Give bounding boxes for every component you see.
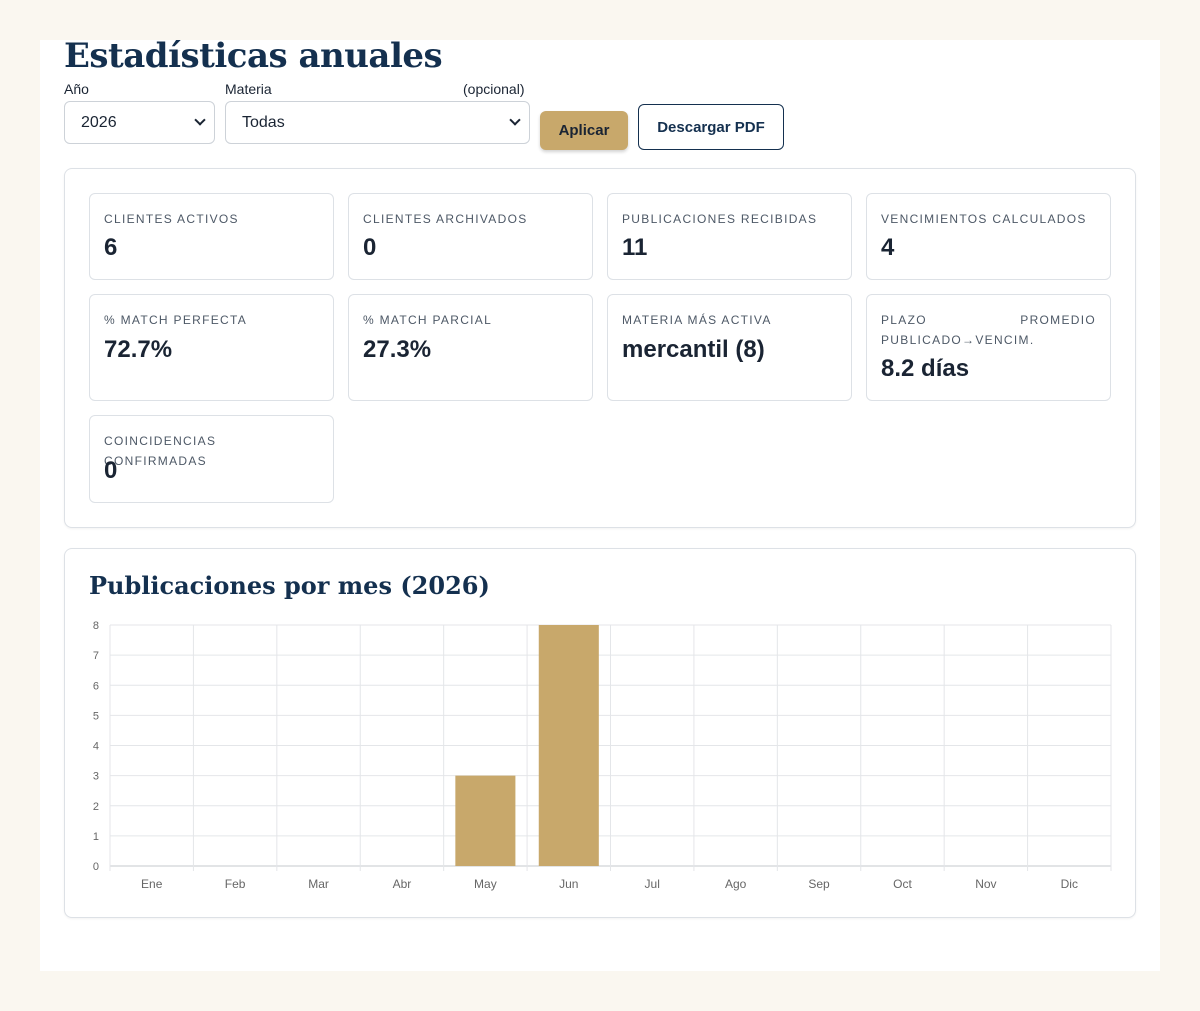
x-tick-label: Jun	[559, 877, 578, 891]
stat-label: VENCIMIENTOS CALCULADOS	[881, 212, 1087, 226]
stat-value: 0	[363, 234, 377, 261]
stat-value: mercantil (8)	[622, 336, 765, 363]
x-tick-label: Abr	[393, 877, 412, 891]
stat-value: 8.2 días	[881, 355, 970, 382]
subject-select-value: Todas	[242, 113, 285, 131]
stat-value: 11	[622, 234, 648, 261]
stat-value: 4	[881, 234, 895, 261]
x-tick-label: May	[474, 877, 497, 891]
stats-panel: CLIENTES ACTIVOS 6 CLIENTES ARCHIVADOS 0…	[64, 168, 1136, 528]
y-tick-label: 6	[93, 680, 99, 692]
x-tick-label: Sep	[808, 877, 830, 891]
stat-label: PUBLICACIONES RECIBIDAS	[622, 212, 818, 226]
stat-card-calculated-deadlines: VENCIMIENTOS CALCULADOS 4	[866, 193, 1111, 280]
stat-card-average-term: PLAZO PROMEDIO PUBLICADO→VENCIM. 8.2 día…	[866, 294, 1111, 401]
year-label: Año	[64, 81, 89, 97]
page-title: Estadísticas anuales	[64, 36, 443, 76]
publications-bar-chart: 0 1 2 3 4 5 6 7 8 Ene Feb Mar Abr May Jun Jul Ago Sep Oct N…	[93, 620, 1112, 891]
stat-card-received-publications: PUBLICACIONES RECIBIDAS 11	[607, 193, 852, 280]
chevron-down-icon	[194, 114, 206, 126]
stat-label: CLIENTES ACTIVOS	[104, 212, 239, 226]
stat-card-partial-match: % MATCH PARCIAL 27.3%	[348, 294, 593, 401]
y-tick-label: 5	[93, 710, 99, 722]
stat-card-archived-clients: CLIENTES ARCHIVADOS 0	[348, 193, 593, 280]
bar-jun	[538, 625, 599, 866]
chart-title: Publicaciones por mes (2026)	[89, 571, 490, 600]
stat-label: CLIENTES ARCHIVADOS	[363, 212, 528, 226]
y-tick-label: 8	[93, 620, 99, 632]
y-tick-label: 7	[93, 650, 99, 662]
stat-card-active-clients: CLIENTES ACTIVOS 6	[89, 193, 334, 280]
y-tick-label: 3	[93, 771, 99, 783]
statistics-page: Estadísticas anuales Año 2026 Materia (o…	[40, 36, 1160, 971]
chart-panel: Publicaciones por mes (2026) 0 1 2 3 4 5 6 7 8 En…	[64, 548, 1136, 918]
y-tick-label: 0	[93, 861, 99, 873]
subject-select[interactable]: Todas	[225, 101, 530, 144]
stat-value: 72.7%	[104, 336, 173, 363]
year-select-value: 2026	[81, 113, 117, 131]
y-tick-label: 1	[93, 831, 99, 843]
x-tick-label: Jul	[645, 877, 660, 891]
subject-label: Materia	[225, 81, 272, 97]
apply-button[interactable]: Aplicar	[540, 111, 628, 150]
subject-optional-label: (opcional)	[463, 81, 525, 97]
stat-value: 6	[104, 234, 118, 261]
x-tick-label: Oct	[893, 877, 912, 891]
year-select[interactable]: 2026	[64, 101, 215, 144]
stat-label: COINCIDENCIAS CONFIRMADAS	[104, 434, 217, 468]
stat-label: PLAZO PROMEDIO PUBLICADO→VENCIM.	[881, 313, 1096, 347]
stat-label: % MATCH PERFECTA	[104, 313, 248, 327]
x-tick-label: Feb	[225, 877, 246, 891]
stat-label: MATERIA MÁS ACTIVA	[622, 313, 772, 327]
x-tick-label: Nov	[975, 877, 996, 891]
stat-label: % MATCH PARCIAL	[363, 313, 493, 327]
x-tick-label: Ene	[141, 877, 163, 891]
stat-card-perfect-match: % MATCH PERFECTA 72.7%	[89, 294, 334, 401]
stat-card-confirmed-matches: COINCIDENCIAS CONFIRMADAS 0	[89, 415, 334, 503]
x-tick-label: Mar	[308, 877, 329, 891]
x-tick-label: Ago	[725, 877, 747, 891]
y-tick-label: 4	[93, 741, 99, 753]
chevron-down-icon	[509, 114, 521, 126]
stat-card-most-active-subject: MATERIA MÁS ACTIVA mercantil (8)	[607, 294, 852, 401]
download-pdf-button[interactable]: Descargar PDF	[638, 104, 784, 150]
stat-value: 27.3%	[363, 336, 432, 363]
bar-may	[455, 775, 516, 866]
stat-value: 0	[104, 457, 118, 484]
y-tick-label: 2	[93, 801, 99, 813]
x-tick-label: Dic	[1061, 877, 1078, 891]
